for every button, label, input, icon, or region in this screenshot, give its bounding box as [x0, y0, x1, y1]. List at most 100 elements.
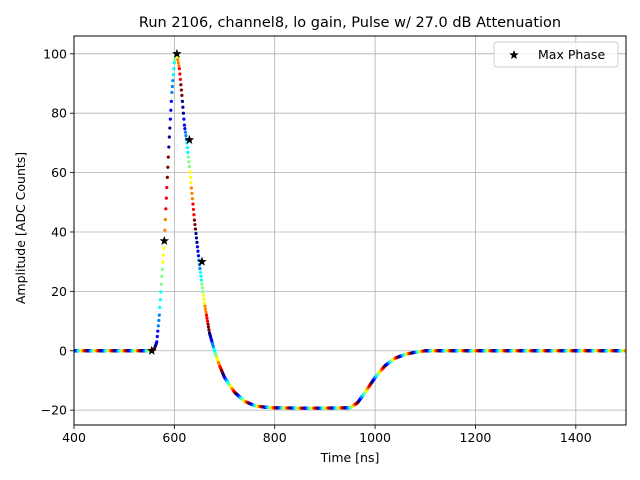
pulse-sample-point — [188, 170, 192, 174]
pulse-sample-point — [159, 290, 163, 294]
pulse-sample-point — [192, 218, 197, 222]
pulse-sample-point — [176, 61, 180, 65]
pulse-sample-point — [199, 274, 203, 278]
pulse-sample-point — [157, 313, 161, 317]
axis-ticks: 400 600 800 1000 1200 1400 −20 0 20 40 60 80 100 — [41, 46, 592, 445]
pulse-sample-point — [176, 58, 180, 62]
y-axis-title: Amplitude [ADC Counts] — [13, 152, 28, 304]
pulse-sample-point — [190, 191, 194, 195]
pulse-sample-point — [179, 88, 183, 92]
max-phase-star — [184, 134, 195, 144]
pulse-sample-point — [167, 135, 171, 139]
pulse-sample-point — [202, 297, 206, 301]
pulse-sample-point — [170, 84, 174, 89]
pulse-sample-point — [198, 270, 203, 274]
legend-star-icon — [509, 50, 519, 60]
pulse-sample-point — [189, 181, 193, 185]
pulse-sample-point — [158, 305, 162, 310]
x-tick-label: 1000 — [359, 430, 391, 445]
pulse-sample-point — [160, 267, 164, 271]
legend: Max Phase — [493, 41, 619, 68]
grid-lines — [73, 36, 626, 425]
pulse-sample-point — [166, 165, 170, 169]
pulse-sample-point — [173, 58, 177, 62]
pulse-sample-point — [206, 322, 210, 326]
chart-title: Run 2106, channel8, lo gain, Pulse w/ 27… — [139, 15, 561, 31]
pulse-sample-point — [193, 222, 197, 227]
pulse-sample-point — [178, 72, 182, 76]
pulse-sample-point — [158, 298, 162, 302]
pulse-sample-point — [162, 246, 166, 250]
pulse-sample-point — [161, 253, 165, 257]
pulse-sample-point — [160, 274, 164, 279]
pulse-sample-point — [188, 175, 193, 179]
max-phase-star — [172, 48, 182, 58]
y-tick-label: 100 — [43, 46, 67, 61]
pulse-sample-point — [196, 254, 201, 258]
pulse-sample-point — [169, 108, 173, 112]
pulse-sample-point — [168, 117, 172, 121]
pulse-sample-point — [159, 282, 163, 286]
pulse-sample-point — [171, 73, 175, 77]
pulse-sample-point — [200, 282, 204, 286]
pulse-sample-point — [187, 165, 192, 169]
pulse-sample-point — [161, 260, 165, 264]
pulse-sample-point — [192, 213, 196, 217]
pulse-sample-point — [155, 340, 159, 344]
pulse-sample-point — [190, 197, 195, 201]
pulse-sample-point — [187, 160, 191, 164]
pulse-sample-point — [172, 61, 176, 65]
pulse-sample-point — [183, 127, 187, 131]
pulse-sample-point — [182, 123, 186, 127]
pulse-sample-point — [157, 318, 161, 323]
x-tick-label: 1400 — [560, 430, 592, 445]
pulse-sample-point — [201, 293, 206, 298]
pulse-sample-point — [199, 278, 204, 282]
pulse-sample-point — [200, 286, 205, 290]
pulse-sample-point — [164, 196, 168, 200]
pulse-sample-point — [165, 175, 169, 179]
pulse-sample-point — [194, 231, 198, 236]
pulse-sample-point — [205, 316, 209, 320]
pulse-sample-point — [164, 207, 168, 211]
plot-frame — [73, 35, 627, 426]
pulse-sample-point — [156, 329, 160, 333]
pulse-sample-point — [170, 90, 174, 95]
pulse-sample-point — [207, 328, 211, 332]
pulse-sample-point — [167, 145, 171, 149]
pulse-sample-point — [178, 77, 182, 81]
pulse-sample-point — [196, 249, 200, 253]
y-tick-label: 0 — [59, 343, 67, 358]
pulse-sample-point — [206, 325, 211, 329]
pulse-sample-point — [185, 146, 190, 150]
pulse-sample-point — [184, 134, 188, 138]
y-tick-label: 80 — [51, 106, 67, 121]
pulse-sample-point — [203, 307, 208, 311]
pulse-sample-point — [186, 155, 191, 159]
pulse-sample-point — [180, 93, 184, 97]
pulse-sample-point — [189, 186, 194, 190]
pulse-sample-point — [155, 334, 159, 339]
pulse-sample-point — [181, 111, 185, 115]
pulse-sample-point — [191, 207, 196, 212]
pulse-sample-point — [186, 150, 190, 155]
pulse-sample-point — [193, 227, 198, 231]
pulse-sample-point — [163, 228, 167, 232]
pulse-sample-point — [201, 290, 205, 294]
y-tick-label: −20 — [41, 403, 67, 418]
legend-label: Max Phase — [538, 47, 605, 62]
pulse-sample-point — [156, 324, 160, 328]
pulse-sample-point — [204, 313, 209, 317]
max-phase-star — [197, 256, 207, 266]
pulse-sample-point — [177, 67, 181, 71]
pulse-sample-point — [163, 217, 167, 222]
pulse-sample-point — [198, 266, 202, 271]
pulse-sample-point — [203, 304, 207, 308]
max-phase-star — [147, 345, 157, 355]
y-tick-label: 60 — [51, 165, 67, 180]
pulse-sample-point — [171, 78, 175, 83]
legend-box — [493, 41, 619, 68]
pulse-sample-point — [195, 240, 199, 244]
